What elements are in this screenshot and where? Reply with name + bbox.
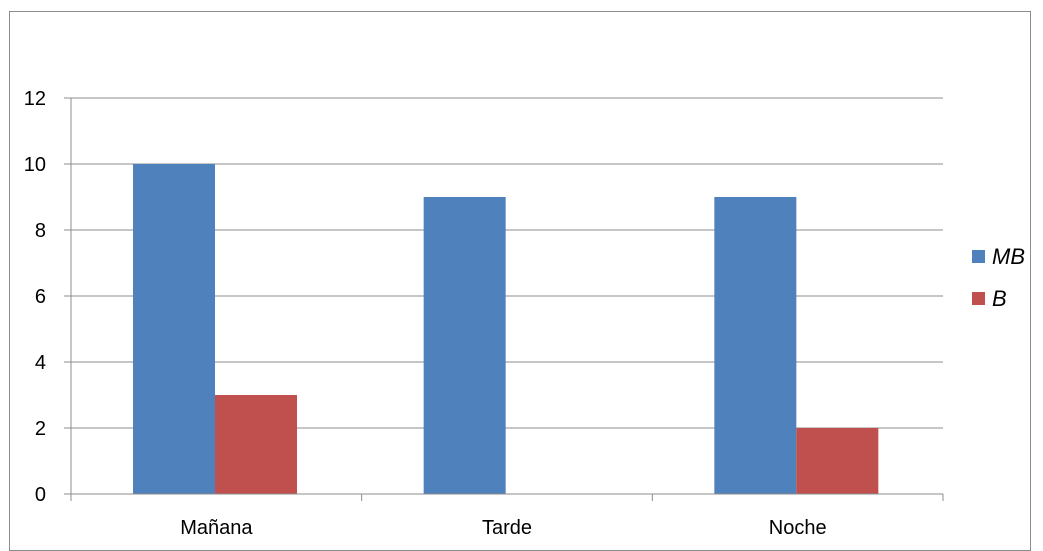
- bar-b-2: [796, 428, 879, 494]
- legend-swatch-b: [972, 292, 985, 305]
- axes: [64, 97, 944, 501]
- y-tick-label: 0: [35, 484, 46, 506]
- bar-mb-2: [714, 197, 797, 494]
- bar-chart: 0 2 4 6 8 10 12 Mañana Tarde Noche MB B: [24, 88, 1025, 535]
- y-tick-label: 2: [35, 418, 46, 440]
- legend-swatch-mb: [972, 250, 985, 263]
- y-tick-label: 10: [24, 154, 46, 176]
- legend: MB B: [972, 244, 1025, 311]
- y-tick-label: 6: [35, 286, 46, 308]
- bar-mb-0: [133, 164, 215, 494]
- x-tick-labels: Mañana Tarde Noche: [180, 517, 826, 535]
- bars: [133, 164, 879, 494]
- y-tick-label: 4: [35, 352, 46, 374]
- y-tick-label: 12: [24, 88, 46, 110]
- x-tick-label: Noche: [769, 517, 827, 535]
- y-tick-label: 8: [35, 220, 46, 242]
- legend-label-b: B: [992, 286, 1007, 311]
- legend-label-mb: MB: [992, 244, 1025, 269]
- x-tick-label: Tarde: [482, 517, 532, 535]
- bar-b-0: [215, 395, 297, 494]
- y-tick-labels: 0 2 4 6 8 10 12: [24, 88, 46, 506]
- x-tick-label: Mañana: [180, 517, 253, 535]
- bar-mb-1: [423, 197, 506, 494]
